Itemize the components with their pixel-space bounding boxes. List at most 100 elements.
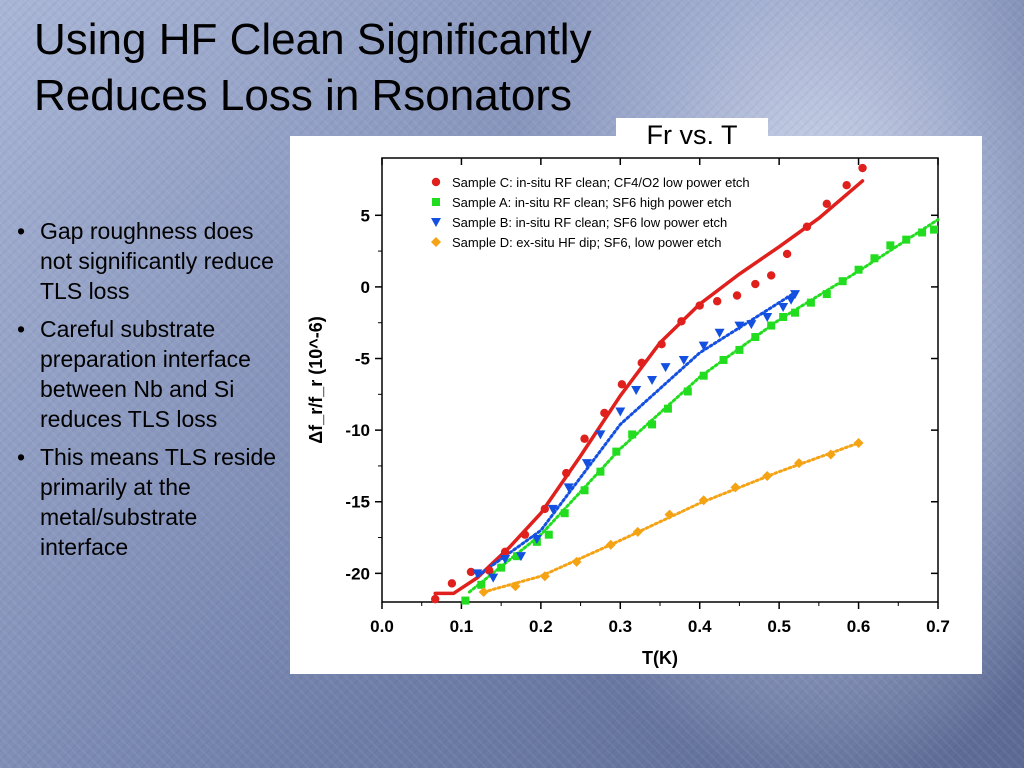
sample-a-point [497,563,506,572]
x-tick-label: 0.7 [926,617,950,636]
sample-d-fit-line [482,441,861,594]
sample-d-point [853,438,864,449]
x-tick-label: 0.3 [608,617,632,636]
chart-panel: 0.0 0.1 0.2 0.3 0.4 0.5 0.6 0.7 5 0 -5 -10 -15 -20 T(K… [290,136,982,674]
legend-label: Sample D: ex-situ HF dip; SF6, low power… [452,235,722,250]
sample-b-point [647,376,658,385]
sample-b-point [734,321,745,331]
bullet-marker: • [17,316,26,342]
y-tick-label: -15 [345,493,370,512]
sample-c-point [732,291,742,300]
slide-title-line-1: Using HF Clean Significantly [34,15,592,64]
sample-a-point [628,430,637,439]
sample-a-point [560,509,569,518]
x-tick-label: 0.5 [767,617,791,636]
sample-a-point [822,290,831,299]
slide-title: Using HF Clean Significantly Reduces Los… [34,12,754,124]
sample-c-point [617,380,627,389]
sample-a-point [918,228,927,237]
sample-b-point [500,555,511,565]
x-tick-label: 0.0 [370,617,394,636]
sample-a-point [735,345,744,354]
sample-c-point [822,199,831,209]
sample-b-point [615,407,626,417]
slide-title-line-2: Reduces Loss in Rsonators [34,71,573,120]
sample-b-point [547,504,558,514]
sample-a-point [544,530,553,539]
sample-a-point [719,355,728,364]
sample-d-point [510,581,521,592]
legend-label: Sample A: in-situ RF clean; SF6 high pow… [452,195,732,210]
sample-a-point [767,321,776,330]
sample-b-point [488,573,499,583]
sample-a-point [461,596,470,605]
sample-c-point [657,339,666,349]
x-tick-label: 0.6 [847,617,871,636]
sample-b-point [631,386,642,396]
sample-b-point [595,430,606,440]
sample-c-point [712,297,722,306]
bullet-text: Careful substrate preparation interface … [40,316,251,432]
sample-b-point [786,295,797,305]
sample-a-point [477,580,486,589]
sample-b-point [660,363,671,373]
sample-b-point [472,569,483,579]
sample-d-point [571,556,582,567]
sample-a-point [513,552,522,561]
sample-a-point [648,420,657,429]
sample-a-point [886,241,895,250]
legend-marker-sample-a [432,198,440,206]
y-tick-label: -5 [355,350,370,369]
sample-c-point [782,249,792,259]
legend-label: Sample C: in-situ RF clean; CF4/O2 low p… [452,175,750,190]
chart-caption: Fr vs. T [616,118,768,152]
sample-d-point [664,509,675,520]
sample-a-point [683,387,692,396]
y-tick-label: 5 [361,206,370,225]
legend-marker-sample-d [431,237,441,247]
sample-b-point [698,341,709,351]
sample-c-point [677,317,686,326]
sample-d-point [730,482,741,493]
sample-b-point [531,534,542,544]
sample-c-point [802,222,812,231]
sample-a-point [596,467,605,476]
sample-c-point [540,504,550,514]
sample-d-point [698,495,709,506]
sample-b-point [778,302,789,312]
sample-a-point [699,371,708,380]
chart-svg: 0.0 0.1 0.2 0.3 0.4 0.5 0.6 0.7 5 0 -5 -10 -15 -20 T(K… [306,157,950,668]
legend-label: Sample B: in-situ RF clean; SF6 low powe… [452,215,727,230]
sample-a-point [902,235,911,244]
sample-a-point [612,447,621,456]
x-tick-label: 0.1 [450,617,474,636]
sample-c-point [562,468,571,478]
sample-d-point [762,470,773,481]
sample-a-point [580,486,589,495]
y-tick-label: -10 [345,421,370,440]
sample-a-point [854,265,863,274]
sample-c-point [695,301,704,310]
bullet-marker: • [17,218,26,244]
sample-a-point [751,333,760,342]
sample-b-point [746,320,757,330]
legend-marker-sample-c [431,177,441,187]
sample-b-point [563,483,574,493]
sample-c-point [767,271,776,280]
bullet-item: • Gap roughness does not significantly re… [14,216,282,306]
x-tick-label: 0.4 [688,617,712,636]
sample-b-fit-line [475,291,797,578]
sample-b-point [516,552,526,562]
sample-c-point [842,181,851,190]
sample-d-point [825,449,836,460]
sample-a-point [779,312,788,321]
sample-c-point [751,279,760,289]
sample-b-point [714,328,725,338]
y-axis-label: Δf_r/f_r (10^-6) [306,316,326,444]
x-axis-label: T(K) [642,648,678,668]
sample-a-point [838,277,847,286]
sample-a-point [663,404,672,413]
bullet-list: • Gap roughness does not significantly re… [14,216,282,570]
sample-b-point [581,459,592,469]
sample-d-point [794,458,804,469]
